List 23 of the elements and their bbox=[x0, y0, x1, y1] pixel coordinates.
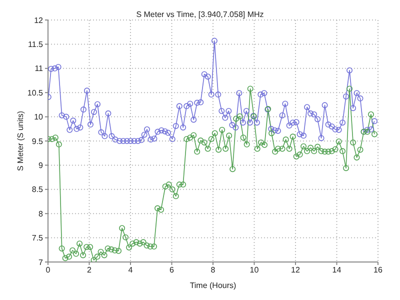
x-axis-title: Time (Hours) bbox=[190, 281, 237, 290]
x-tick-label: 6 bbox=[170, 266, 175, 275]
x-tick-label: 10 bbox=[250, 266, 260, 275]
y-tick-label: 10 bbox=[34, 112, 44, 122]
x-tick-label: 4 bbox=[128, 266, 134, 275]
y-tick-label: 11.5 bbox=[28, 40, 44, 50]
y-tick-label: 8 bbox=[38, 209, 44, 218]
x-tick-label: 14 bbox=[332, 266, 342, 275]
x-tick-label: 0 bbox=[46, 266, 51, 275]
y-axis-title: S Meter (S units) bbox=[16, 110, 25, 172]
y-tick-label: 7.5 bbox=[32, 234, 44, 243]
x-tick-label: 12 bbox=[291, 266, 300, 275]
y-tick-label: 11 bbox=[34, 64, 44, 74]
y-tick-label: 8.5 bbox=[32, 185, 44, 194]
y-tick-label: 9 bbox=[38, 161, 44, 170]
y-tick-label: 10.5 bbox=[27, 88, 44, 98]
x-tick-label: 2 bbox=[87, 266, 92, 275]
y-tick-label: 9.5 bbox=[32, 136, 44, 146]
x-tick-label: 16 bbox=[374, 266, 383, 275]
x-tick-label: 8 bbox=[210, 266, 216, 275]
chart-title: S Meter vs Time, [3.940,7.058] MHz bbox=[136, 10, 264, 19]
y-tick-label: 7 bbox=[38, 258, 44, 267]
y-tick-label: 12 bbox=[34, 16, 44, 25]
